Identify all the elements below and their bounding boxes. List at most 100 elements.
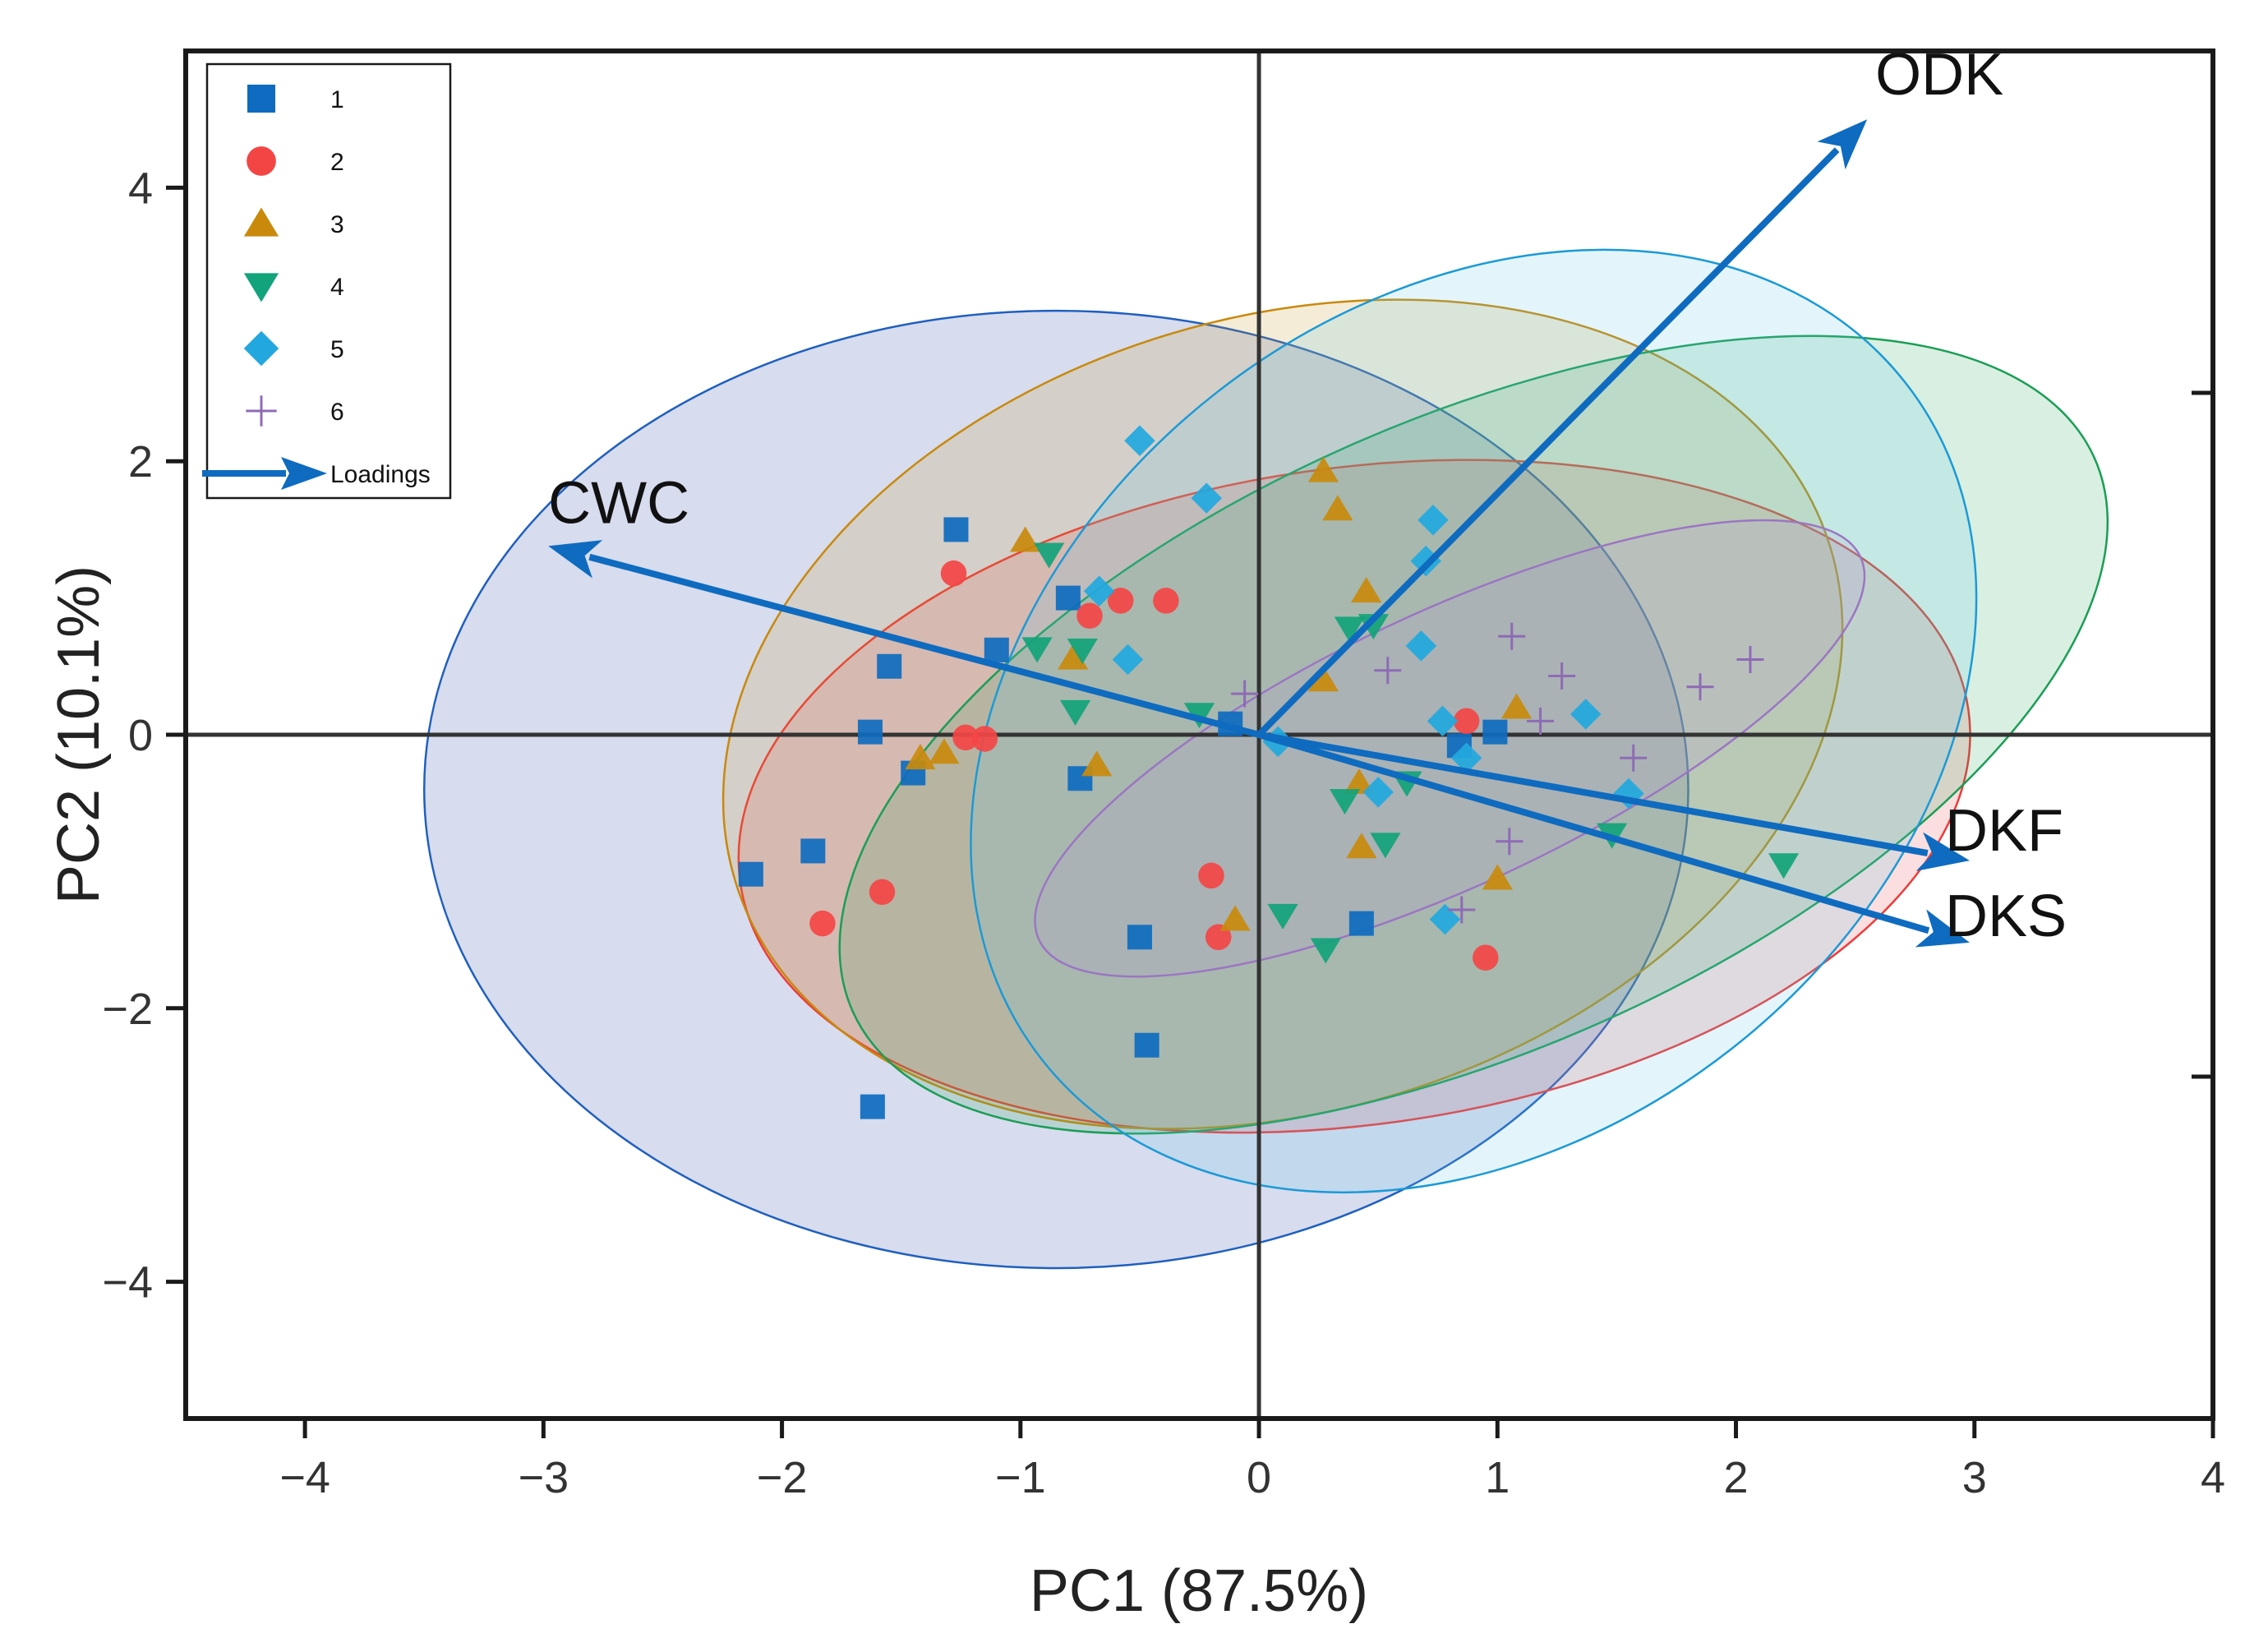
legend-entry-1: 1: [247, 85, 344, 113]
point-group-6-9: [1448, 896, 1476, 924]
legend-label-6: 6: [330, 399, 344, 426]
point-group-4-12: [1310, 938, 1341, 964]
point-group-3-5: [1081, 750, 1113, 777]
loading-dks: DKS: [1257, 731, 2067, 949]
series-group-5: [1083, 425, 1644, 935]
loading-shaft-dkf: [1258, 731, 1929, 856]
point-group-2-11: [1453, 708, 1480, 735]
confidence-ellipses: [422, 248, 2109, 1270]
point-group-5-4: [1112, 644, 1144, 676]
point-group-4-14: [1768, 853, 1800, 879]
point-group-4-4: [1059, 699, 1091, 726]
series-group-3: [905, 456, 1533, 931]
point-group-1-11: [1127, 925, 1152, 950]
point-group-3-4: [905, 744, 936, 770]
loading-shaft-dks: [1257, 731, 1930, 934]
point-group-5-9: [1570, 699, 1602, 730]
series-group-4: [1021, 542, 1800, 964]
point-group-6-3: [1498, 622, 1526, 650]
loading-shaft-odk: [1256, 147, 1840, 737]
x-tick-label-0: −4: [279, 1453, 330, 1502]
point-group-2-6: [971, 726, 998, 752]
point-group-4-9: [1370, 833, 1401, 859]
loading-shaft-cwc: [588, 553, 1261, 738]
loading-label-cwc: CWC: [548, 470, 689, 536]
x-tick-label-4: 0: [1247, 1453, 1271, 1502]
point-group-5-8: [1427, 705, 1459, 737]
point-group-3-10: [1344, 768, 1375, 795]
y-tick-label-4: 4: [128, 164, 153, 213]
point-group-2-2: [1076, 602, 1103, 629]
point-group-2-4: [1153, 588, 1179, 614]
legend-entry-3: 3: [243, 207, 344, 238]
legend-label-5: 5: [330, 336, 344, 363]
point-group-4-11: [1267, 903, 1298, 930]
point-group-6-2: [1374, 657, 1402, 685]
point-group-3-7: [1322, 495, 1353, 521]
point-group-3-3: [929, 738, 960, 764]
x-axis-title: PC1 (87.5%): [1030, 1558, 1368, 1624]
y-tick-label-1: −2: [102, 985, 153, 1034]
x-tick-label-5: 1: [1485, 1453, 1510, 1502]
legend-marker-5: [243, 330, 279, 367]
point-group-1-14: [1348, 911, 1374, 936]
scatter-points: [738, 425, 1800, 1119]
series-group-2: [809, 560, 1499, 971]
loading-dkf: DKF: [1258, 731, 2063, 871]
x-tick-label-3: −1: [995, 1453, 1046, 1502]
point-group-2-9: [1198, 862, 1224, 889]
point-group-1-12: [1134, 1032, 1159, 1058]
point-group-3-9: [1307, 666, 1339, 692]
legend-marker-4: [243, 273, 279, 302]
legend-marker-6: [246, 395, 277, 427]
legend-box: [205, 62, 452, 500]
point-group-5-13: [1429, 903, 1461, 935]
legend-entry-2: 2: [247, 146, 344, 176]
loading-label-dkf: DKF: [1945, 798, 2063, 864]
point-group-4-1: [1034, 542, 1065, 569]
legend-label-1: 1: [330, 86, 344, 113]
point-group-3-11: [1346, 833, 1377, 859]
legend-entry-5: 5: [243, 330, 344, 367]
point-group-6-7: [1620, 744, 1648, 772]
point-group-3-13: [1482, 864, 1513, 890]
point-group-6-8: [1496, 828, 1524, 856]
legend-marker-1: [247, 85, 275, 113]
point-group-3-1: [1009, 526, 1041, 552]
point-group-6-1: [1231, 680, 1259, 708]
point-group-5-5: [1418, 505, 1449, 536]
point-group-4-2: [1021, 637, 1053, 663]
point-group-5-7: [1405, 630, 1437, 662]
y-tick-label-3: 2: [128, 437, 153, 487]
point-group-6-6: [1736, 645, 1764, 673]
legend-marker-3: [243, 207, 279, 237]
point-group-2-8: [809, 910, 836, 937]
loading-arrowhead-cwc: [548, 540, 603, 579]
y-tick-label-0: −4: [102, 1258, 153, 1308]
point-group-3-8: [1351, 577, 1382, 603]
loading-arrowhead-odk: [1817, 119, 1868, 170]
loading-arrowhead-dkf: [1915, 832, 1970, 871]
loading-label-dks: DKS: [1945, 883, 2067, 949]
point-group-4-8: [1329, 789, 1361, 815]
x-tick-label-8: 4: [2201, 1453, 2225, 1502]
legend-label-2: 2: [330, 149, 344, 176]
point-group-3-12: [1500, 693, 1533, 719]
point-group-2-5: [952, 724, 979, 751]
point-group-1-6: [1055, 585, 1081, 611]
point-group-4-3: [1067, 639, 1098, 665]
loading-cwc: CWC: [548, 470, 1261, 738]
y-tick-label-2: 0: [128, 711, 153, 760]
point-group-2-12: [1473, 944, 1499, 971]
x-tick-label-2: −2: [757, 1453, 808, 1502]
point-group-5-3: [1083, 575, 1115, 607]
point-group-4-6: [1334, 616, 1365, 643]
axis-ticks: −4 −3 −2 −1 0 1 2 3 4 −4 −2 0 2 4: [102, 164, 2225, 1502]
legend-label-loadings: Loadings: [330, 461, 431, 488]
point-group-5-10: [1362, 777, 1394, 808]
point-group-1-16: [1482, 719, 1508, 745]
legend-entry-4: 4: [243, 273, 344, 302]
point-group-1-10: [800, 838, 826, 864]
